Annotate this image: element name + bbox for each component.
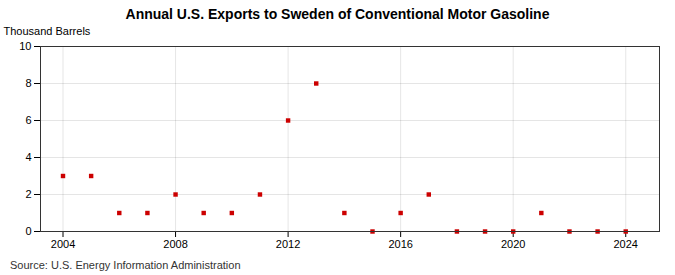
svg-text:2004: 2004 — [51, 238, 75, 250]
svg-text:2024: 2024 — [613, 238, 637, 250]
svg-text:6: 6 — [25, 114, 31, 126]
svg-text:2012: 2012 — [276, 238, 300, 250]
svg-text:2020: 2020 — [501, 238, 525, 250]
svg-text:2016: 2016 — [388, 238, 412, 250]
html-text:Source: U.S. Energy Informatio: Source: U.S. Energy Information Administ… — [10, 259, 241, 271]
html-text:Annual U.S. Exports to Sweden: Annual U.S. Exports to Sweden of Convent… — [125, 6, 550, 22]
svg-text:8: 8 — [25, 77, 31, 89]
svg-text:0: 0 — [25, 225, 31, 237]
svg-text:2: 2 — [25, 188, 31, 200]
svg-text:Thousand Barrels: Thousand Barrels — [4, 25, 91, 37]
svg-text:2008: 2008 — [163, 238, 187, 250]
svg-text:10: 10 — [19, 40, 31, 52]
svg-text:4: 4 — [25, 151, 31, 163]
